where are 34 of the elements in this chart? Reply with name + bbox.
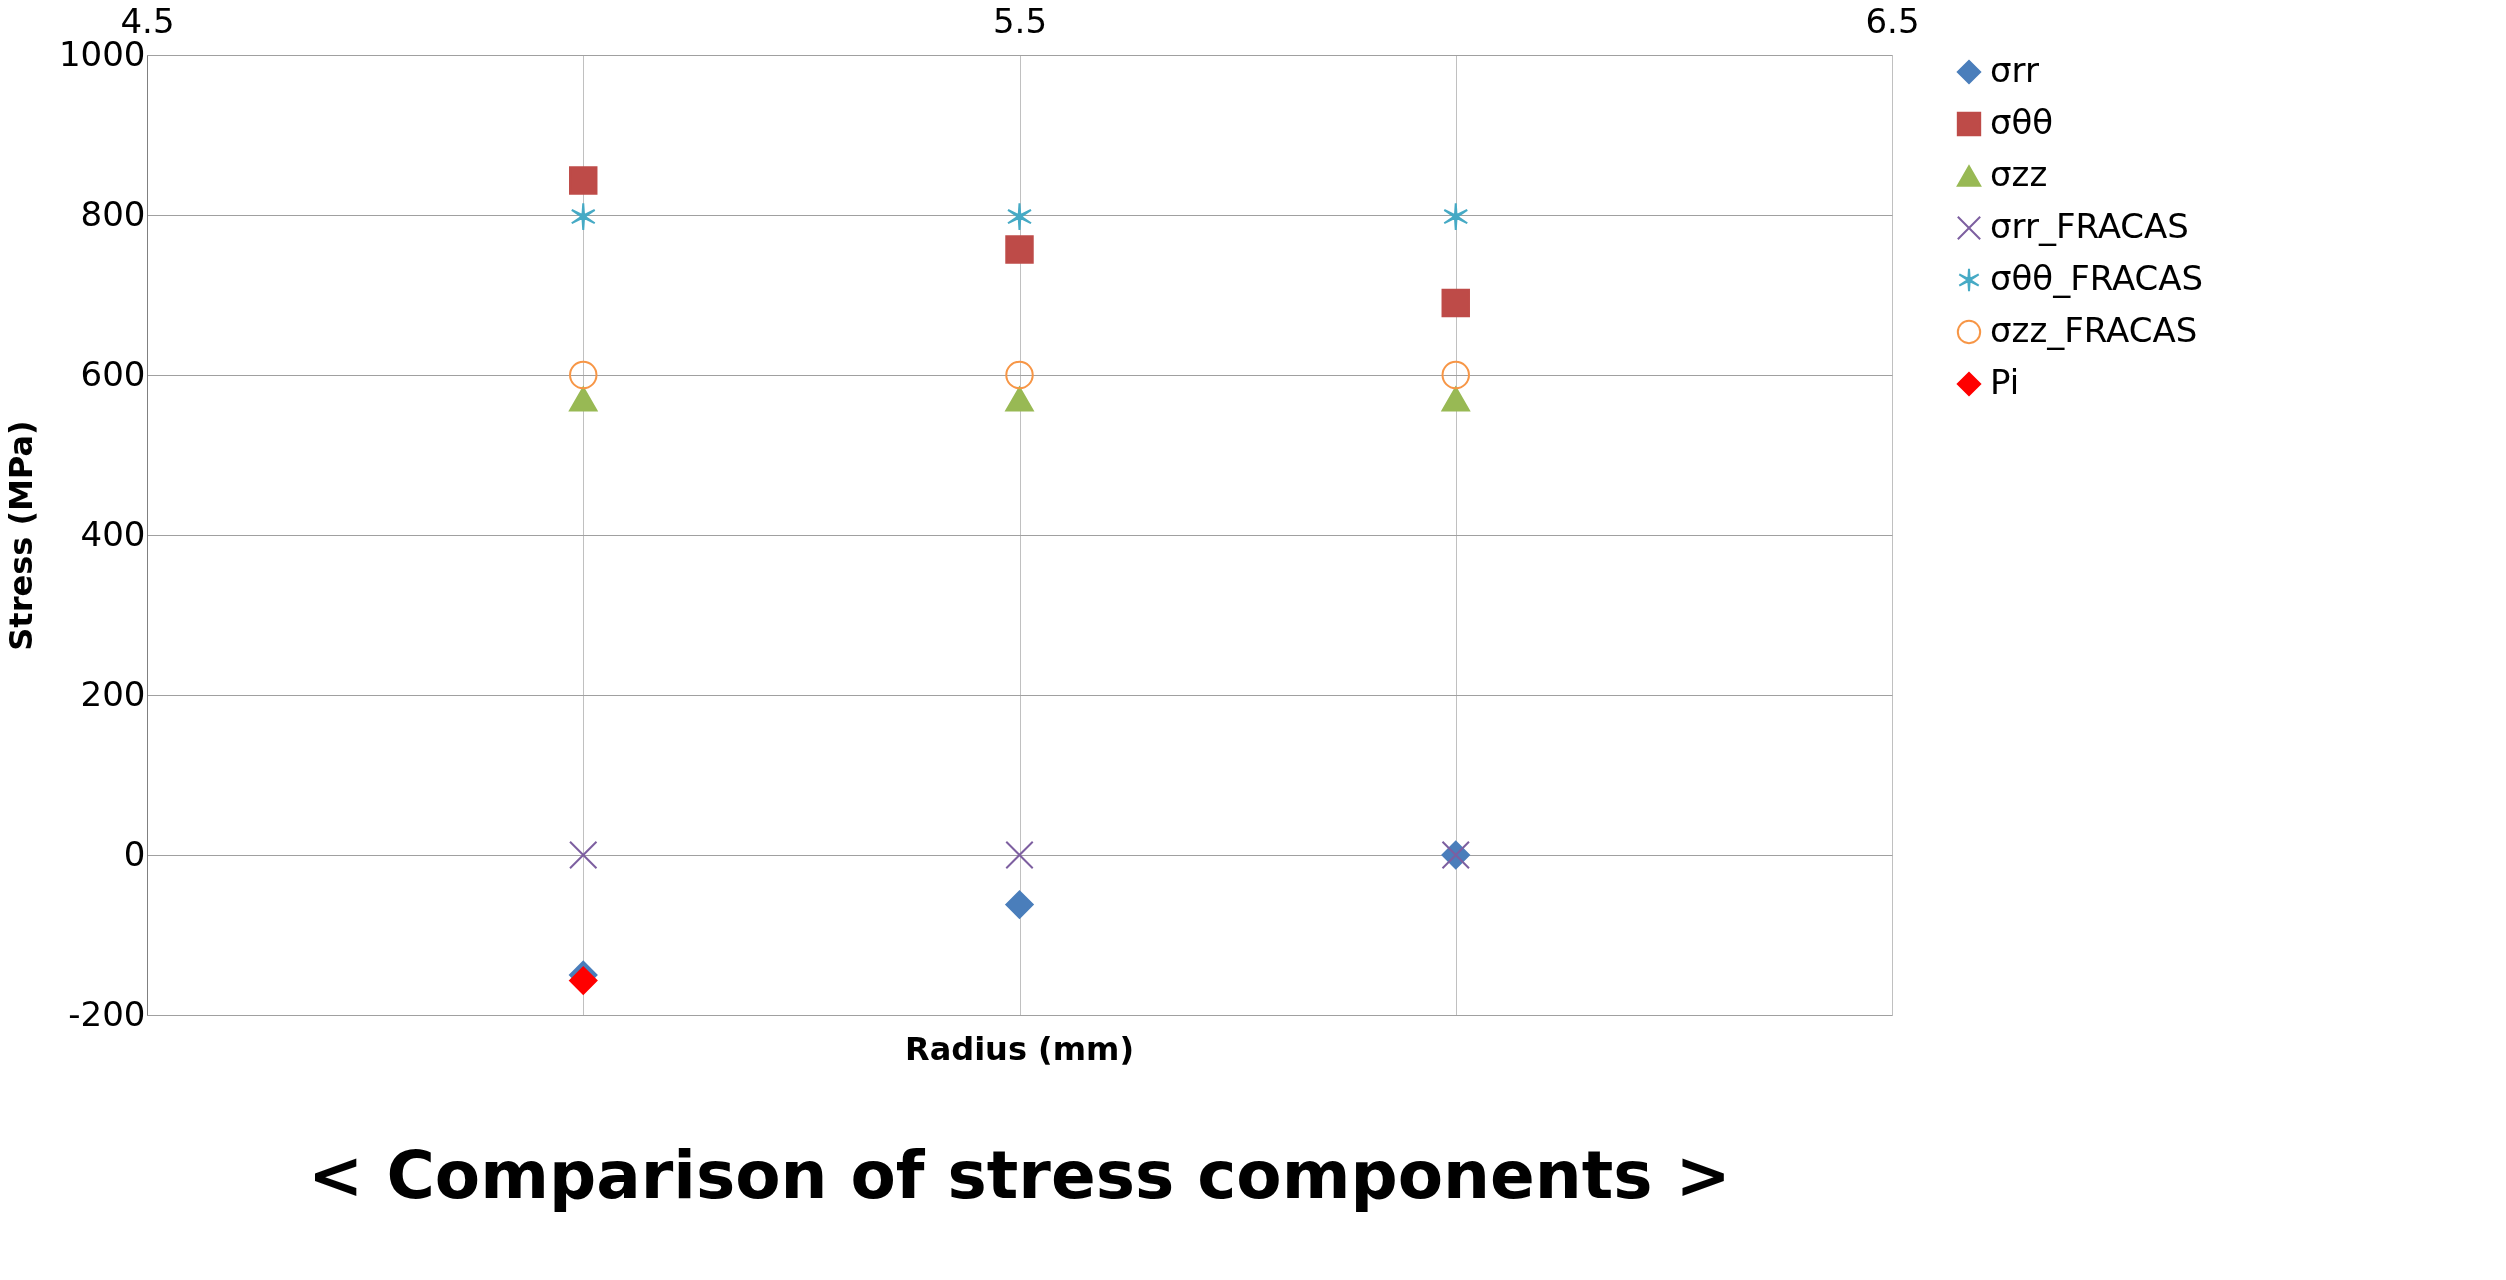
point [1005,890,1034,919]
point [1005,235,1034,264]
y-tick-label: 800 [80,193,146,234]
point [1443,202,1469,231]
point [1005,360,1034,390]
point [1441,386,1470,412]
point [569,166,598,195]
y-tick-label: 600 [80,353,146,394]
point [569,386,598,412]
point [1441,288,1470,318]
point [569,966,598,995]
y-tick-label: 200 [80,673,146,714]
x-axis-title: Radius (mm) [904,1030,1135,1068]
legend-label: σzz [1990,154,2048,194]
point [569,360,598,390]
x-tick-label: 6.5 [1865,0,1920,41]
point [1005,386,1034,412]
point [1007,202,1032,231]
y-tick-label: 400 [80,513,146,554]
point [1441,360,1470,390]
legend-label: σzz_FRACAS [1990,310,2198,350]
point [570,202,596,231]
y-tick-label: 0 [123,833,146,874]
point [1005,840,1034,870]
legend-label: Pi [1990,362,2020,402]
legend-label: σrr [1990,50,2039,90]
legend-label: σθθ [1990,102,2054,142]
legend-label: σθθ_FRACAS [1990,258,2204,298]
y-axis-title: Stress (MPa) [1,420,40,651]
x-tick-label: 5.5 [992,0,1048,41]
text: < Comparison of stress components > [308,1137,1731,1214]
y-tick-label: -200 [68,993,146,1034]
legend-label: σrr_FRACAS [1990,206,2189,246]
point [569,840,598,870]
